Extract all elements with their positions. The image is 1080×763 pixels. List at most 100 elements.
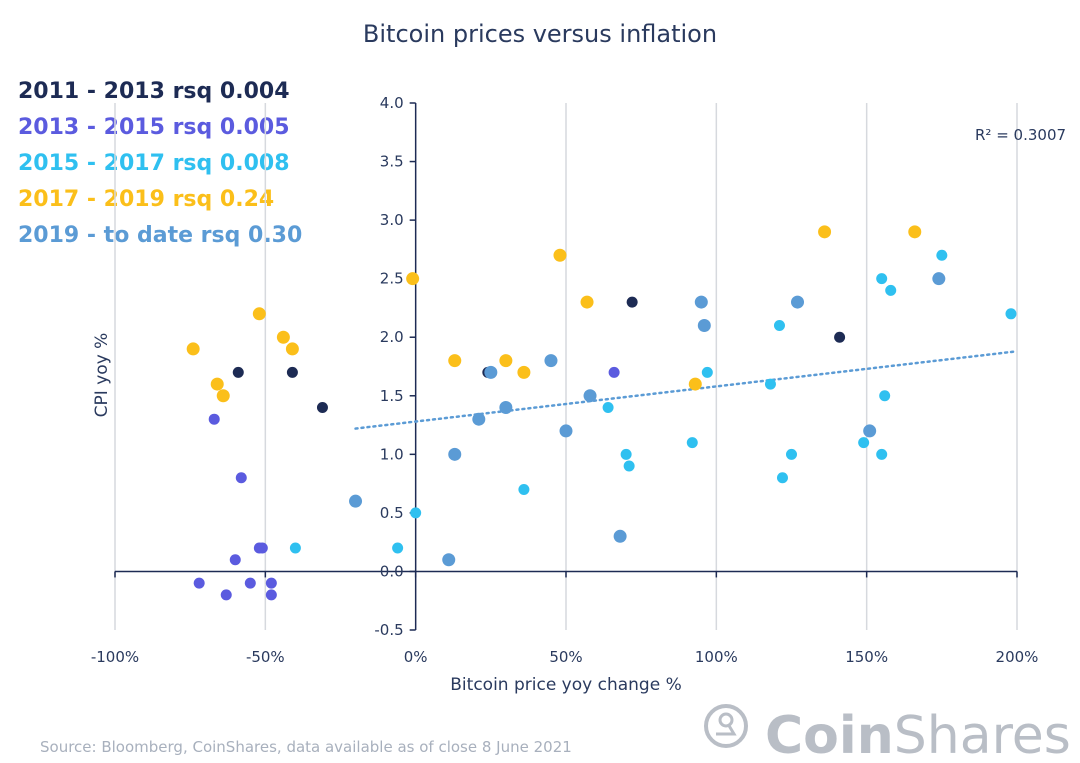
data-point <box>879 390 891 402</box>
data-point <box>472 412 486 426</box>
y-tick-label: 0.0 <box>380 562 404 580</box>
data-point <box>448 447 462 461</box>
data-point <box>244 577 256 589</box>
data-point <box>392 542 404 554</box>
data-point <box>265 589 277 601</box>
y-tick-label: -0.5 <box>374 621 403 639</box>
brand-bold: Coin <box>765 706 894 763</box>
legend-entry-1: 2011 - 2013 rsq 0.004 <box>18 79 290 104</box>
data-point <box>764 378 776 390</box>
data-point <box>932 272 946 286</box>
y-tick-label: 3.5 <box>380 153 404 171</box>
data-point <box>626 296 638 308</box>
x-tick-label: -50% <box>246 648 285 666</box>
data-point <box>688 377 702 391</box>
y-tick-label: 2.5 <box>380 270 404 288</box>
data-point <box>553 248 567 262</box>
x-tick-label: 100% <box>695 648 738 666</box>
data-point <box>791 295 805 309</box>
data-point <box>265 577 277 589</box>
data-point <box>544 354 558 368</box>
data-point <box>256 542 268 554</box>
data-point <box>697 319 711 333</box>
x-tick-label: 200% <box>996 648 1039 666</box>
data-point <box>252 307 266 321</box>
data-point <box>834 331 846 343</box>
data-point <box>349 494 363 508</box>
data-point <box>613 529 627 543</box>
data-point <box>518 483 530 495</box>
data-point <box>186 342 200 356</box>
data-point <box>623 460 635 472</box>
data-point <box>208 413 220 425</box>
data-point <box>686 437 698 449</box>
gridlines <box>114 103 1018 630</box>
data-point <box>608 366 620 378</box>
r-squared-annotation: R² = 0.3007 <box>975 126 1066 144</box>
brand-light: Shares <box>894 706 1071 763</box>
x-tick-label: 150% <box>845 648 888 666</box>
data-point <box>285 342 299 356</box>
data-point <box>583 389 597 403</box>
data-point <box>193 577 205 589</box>
data-point <box>876 448 888 460</box>
y-tick-label: 4.0 <box>380 94 404 112</box>
data-points <box>186 225 1017 601</box>
data-point <box>229 554 241 566</box>
data-point <box>908 225 922 239</box>
legend-entry-3: 2015 - 2017 rsq 0.008 <box>18 151 290 176</box>
series-2 <box>193 366 620 601</box>
data-point <box>289 542 301 554</box>
data-point <box>559 424 573 438</box>
coinshares-logo-icon <box>704 704 748 748</box>
data-point <box>232 366 244 378</box>
brand-wordmark: CoinShares <box>765 706 1071 763</box>
data-point <box>818 225 832 239</box>
data-point <box>620 448 632 460</box>
trendline <box>354 350 1019 430</box>
data-point <box>484 365 498 379</box>
data-point <box>316 401 328 413</box>
data-point <box>216 389 230 403</box>
data-point <box>1005 308 1017 320</box>
data-point <box>694 295 708 309</box>
chart-title: Bitcoin prices versus inflation <box>363 20 717 48</box>
legend-entry-4: 2017 - 2019 rsq 0.24 <box>18 187 274 212</box>
data-point <box>406 272 420 286</box>
x-axis-label: Bitcoin price yoy change % <box>450 675 681 695</box>
legend-entry-5: 2019 - to date rsq 0.30 <box>18 223 302 248</box>
series-4 <box>186 225 922 403</box>
legend-entry-2: 2013 - 2015 rsq 0.005 <box>18 115 290 140</box>
y-axis-ticks: -0.5 0.0 0.5 1.0 1.5 2.0 2.5 3.0 3.5 4.0 <box>374 94 416 639</box>
x-tick-label: -100% <box>91 648 139 666</box>
y-axis-label: CPI yoy % <box>92 333 112 418</box>
data-point <box>286 366 298 378</box>
source-note: Source: Bloomberg, CoinShares, data avai… <box>40 738 572 756</box>
data-point <box>776 472 788 484</box>
y-tick-label: 3.0 <box>380 211 404 229</box>
y-tick-label: 2.0 <box>380 328 404 346</box>
data-point <box>276 330 290 344</box>
y-tick-label: 1.0 <box>380 445 404 463</box>
data-point <box>863 424 877 438</box>
data-point <box>580 295 594 309</box>
data-point <box>499 400 513 414</box>
legend: 2011 - 2013 rsq 0.004 2013 - 2015 rsq 0.0… <box>18 79 302 248</box>
y-tick-label: 0.5 <box>380 504 404 522</box>
data-point <box>858 437 870 449</box>
series-1 <box>232 296 846 413</box>
data-point <box>602 401 614 413</box>
data-point <box>499 354 513 368</box>
data-point <box>786 448 797 460</box>
data-point <box>701 366 713 378</box>
series-5 <box>349 272 946 567</box>
data-point <box>936 249 948 261</box>
data-point <box>442 553 456 567</box>
x-tick-label: 0% <box>404 648 428 666</box>
x-tick-label: 50% <box>549 648 582 666</box>
data-point <box>235 472 247 484</box>
data-point <box>410 507 422 519</box>
data-point <box>210 377 224 391</box>
data-point <box>885 284 897 296</box>
